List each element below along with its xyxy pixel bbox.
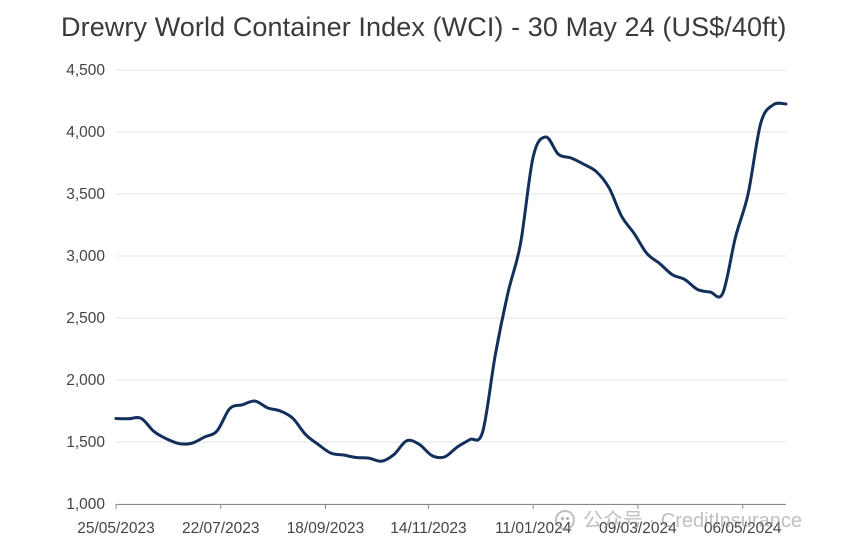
data-point (746, 192, 751, 197)
data-point (682, 277, 687, 282)
y-tick-label: 3,500 (66, 186, 105, 203)
y-tick-label: 4,000 (66, 124, 105, 141)
data-point (240, 402, 245, 407)
x-tick-label: 25/05/2023 (77, 520, 155, 537)
data-point (569, 156, 574, 161)
data-point (379, 459, 384, 464)
data-point (290, 416, 295, 421)
data-point (733, 235, 738, 240)
data-point (202, 435, 207, 440)
data-point (695, 287, 700, 292)
data-point (316, 442, 321, 447)
data-point (543, 134, 548, 139)
x-tick-label: 14/11/2023 (390, 520, 466, 537)
data-point (758, 121, 763, 126)
x-tick-label: 11/01/2024 (495, 520, 572, 537)
data-point (189, 441, 194, 446)
data-point (493, 353, 498, 358)
x-tick-label: 06/05/2024 (704, 520, 782, 537)
data-point (139, 416, 144, 421)
y-axis-ticks: 1,000 1,500 2,000 2,500 3,000 3,500 4,000 4,500 (66, 62, 105, 513)
data-point (253, 399, 258, 404)
series-layer (114, 101, 789, 464)
chart-title: Drewry World Container Index (WCI) - 30 … (61, 12, 787, 42)
data-point (607, 185, 612, 190)
watermark-text: 公众号 · CreditInsurance (583, 510, 802, 532)
data-point (417, 442, 422, 447)
data-point (164, 436, 169, 441)
data-point (480, 430, 485, 435)
data-point (505, 291, 510, 296)
y-tick-label: 3,000 (66, 248, 105, 265)
data-point (581, 162, 586, 167)
data-point (619, 214, 624, 219)
data-point (177, 441, 182, 446)
data-point (455, 444, 460, 449)
y-tick-label: 1,500 (66, 434, 105, 451)
data-point (151, 429, 156, 434)
wechat-icon (555, 510, 575, 530)
y-tick-label: 4,500 (66, 62, 105, 79)
data-point (341, 453, 346, 458)
x-tick-label: 09/03/2024 (599, 520, 677, 537)
data-point (632, 231, 637, 236)
data-point (708, 289, 713, 294)
watermark: 公众号 · CreditInsurance (555, 504, 802, 533)
data-point (303, 432, 308, 437)
data-point (227, 406, 232, 411)
data-point (556, 152, 561, 157)
data-point (392, 452, 397, 457)
wci-series-line (114, 101, 788, 463)
data-point (644, 251, 649, 256)
data-point (114, 416, 119, 421)
data-point (771, 102, 776, 107)
data-point (784, 101, 789, 106)
y-tick-label: 1,000 (66, 496, 105, 513)
data-point (354, 455, 359, 460)
data-point (366, 456, 371, 461)
data-point (467, 437, 472, 442)
x-tick-label: 18/09/2023 (287, 520, 365, 537)
data-point (328, 451, 333, 456)
data-point (518, 241, 523, 246)
gridlines (116, 69, 786, 505)
x-axis-ticks: 25/05/2023 22/07/2023 18/09/2023 14/11/2023… (77, 504, 782, 537)
y-tick-label: 2,500 (66, 310, 105, 327)
data-point (278, 409, 283, 414)
data-point (594, 169, 599, 174)
data-point (430, 453, 435, 458)
data-point (404, 438, 409, 443)
data-point (442, 454, 447, 459)
data-point (720, 291, 725, 296)
data-point (215, 428, 220, 433)
data-point (265, 405, 270, 410)
data-point (657, 261, 662, 266)
data-point (126, 416, 131, 421)
data-point (670, 272, 675, 277)
x-tick-label: 22/07/2023 (182, 520, 260, 537)
data-point (531, 154, 536, 159)
y-tick-label: 2,000 (66, 372, 105, 389)
